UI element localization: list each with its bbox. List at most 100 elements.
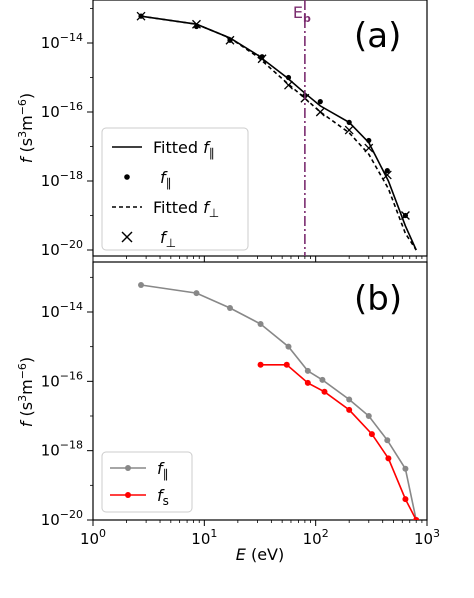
ytick-label-b-2: 10−16 [41, 369, 83, 390]
point-b-0-10 [402, 465, 409, 472]
legend-a-item-1-main: Fitted [153, 138, 203, 157]
legend-a-box [101, 127, 249, 251]
legend-a-item-2: f∥ [160, 168, 172, 190]
panel-b-letter: (b) [354, 279, 402, 319]
ylabel-a-italic: f [17, 155, 36, 163]
ylabel-a-sup2: −6 [16, 99, 29, 115]
point-b-0-9 [384, 437, 391, 444]
point-a-3-6 [315, 107, 325, 117]
point-b-0-4 [285, 343, 292, 350]
point-a-3-8 [364, 143, 374, 153]
legend-a-item-4: f⊥ [160, 228, 176, 250]
legend-a-item-1: Fitted f∥ [153, 138, 215, 160]
panel-a: 10−20 10−18 10−16 10−14 Eb (a) f (s3m−6) Fi… [16, 0, 428, 262]
xlabel-b: E (eV) [236, 545, 284, 564]
panel-a-letter: (a) [354, 16, 401, 56]
legend-b-item-1-italic: f [157, 459, 165, 478]
legend-b-box [101, 451, 193, 513]
ytick-label-a-0: 10−20 [41, 238, 83, 259]
xlabel-b-text: (eV) [246, 545, 284, 564]
point-b-1-3 [321, 388, 328, 395]
series-line-a-2 [140, 15, 417, 251]
point-b-1-0 [257, 361, 264, 368]
series-line-b-0 [140, 284, 417, 520]
point-b-0-5 [304, 367, 311, 374]
legend-b-item-2-sub: s [163, 494, 169, 508]
ylabel-b-end: ) [17, 357, 36, 363]
ylabel-a-part1: (s [17, 138, 36, 158]
legend-a-item-1-italic: f [203, 138, 211, 157]
xtick-label-b-1: 101 [191, 527, 217, 548]
legend-b: f∥ fs [101, 451, 193, 513]
legend-a-item-4-sub: ⊥ [166, 236, 176, 250]
point-b-0-7 [346, 396, 353, 403]
legend-a-item-3: Fitted f⊥ [153, 198, 219, 220]
ylabel-b-italic: f [17, 419, 36, 427]
ytick-label-a-1: 10−18 [41, 169, 83, 190]
ylabel-b-sup2: −6 [16, 363, 29, 379]
panel-b: 10−20 10−18 10−16 10−14 100 101 102 103 (b) f (… [16, 261, 440, 564]
xtick-label-b-3: 103 [414, 527, 440, 548]
legend-a-item-1-sub: ∥ [209, 146, 215, 160]
ylabel-a-sup1: 3 [16, 131, 29, 138]
ytick-label-b-1: 10−18 [41, 439, 83, 460]
point-b-0-0 [138, 282, 145, 289]
legend-b-red-marker [125, 492, 131, 498]
ylabel-b-sup1: 3 [16, 395, 29, 402]
legend-b-item-2: fs [157, 486, 169, 508]
ylabel-a-text: f (s3m−6) [16, 93, 36, 163]
point-b-0-6 [319, 376, 326, 383]
point-a-1-6 [317, 99, 323, 105]
legend-a-item-3-main: Fitted [153, 198, 203, 217]
point-a-3-3 [257, 54, 267, 64]
legend-a-x-marker [121, 231, 133, 243]
point-a-3-1 [192, 19, 201, 29]
point-b-1-1 [283, 361, 290, 368]
panel-b-ylabel: f (s3m−6) [16, 357, 36, 427]
legend-a-item-3-italic: f [203, 198, 211, 217]
point-a-3-4 [284, 80, 293, 90]
ylabel-b-text: f (s3m−6) [16, 357, 36, 427]
panel-a-ylabel: f (s3m−6) [16, 93, 36, 163]
legend-b-item-2-italic: f [157, 486, 165, 505]
legend-b-gray-marker [125, 465, 131, 471]
point-a-1-4 [285, 74, 292, 81]
legend-b-item-1: f∥ [157, 459, 169, 481]
legend-a-item-4-italic: f [160, 228, 168, 247]
point-b-0-2 [226, 305, 233, 312]
ylabel-b-mid: m [17, 379, 36, 395]
legend-b-item-1-sub: ∥ [163, 467, 169, 481]
point-b-0-1 [193, 290, 200, 297]
legend-a-dot-marker [124, 174, 130, 180]
point-a-3-0 [136, 11, 146, 21]
legend-a-item-2-italic: f [160, 168, 168, 187]
point-b-1-7 [402, 496, 409, 503]
ytick-label-a-3: 10−14 [41, 31, 83, 52]
point-a-1-8 [366, 137, 372, 144]
point-b-1-8 [413, 517, 420, 520]
legend-a-item-3-sub: ⊥ [209, 206, 219, 220]
point-a-1-9 [384, 168, 390, 174]
eb-label: Eb [293, 3, 311, 25]
legend-a-item-2-sub: ∥ [166, 176, 172, 190]
ytick-label-b-3: 10−14 [41, 300, 83, 321]
ytick-label-a-2: 10−16 [41, 100, 83, 121]
ytick-label-b-0: 10−20 [41, 508, 83, 529]
xtick-label-b-2: 102 [303, 527, 329, 548]
point-a-3-9 [382, 170, 392, 180]
point-b-1-4 [346, 406, 353, 413]
point-a-3-7 [344, 125, 354, 135]
point-a-3-2 [225, 35, 235, 45]
point-b-0-8 [365, 413, 372, 419]
ylabel-a-end: ) [17, 93, 36, 99]
xlabel-b-italic: E [236, 545, 247, 564]
xtick-label-b-0: 100 [80, 527, 106, 548]
point-b-1-6 [385, 455, 392, 462]
ylabel-a-mid: m [17, 115, 36, 131]
point-b-1-2 [304, 379, 311, 386]
point-a-3-10 [400, 211, 410, 220]
point-a-1-7 [346, 119, 352, 125]
point-b-1-5 [368, 431, 375, 438]
legend-a: Fitted f∥ f∥ Fitted f⊥ f⊥ [101, 127, 249, 251]
